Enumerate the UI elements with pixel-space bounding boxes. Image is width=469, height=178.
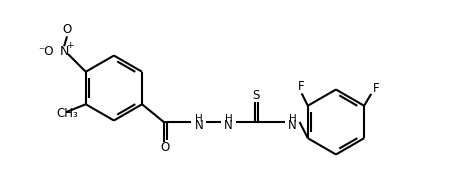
Text: H: H [195,114,203,124]
Text: N: N [60,45,69,58]
Text: O: O [62,23,72,36]
Text: ⁻O: ⁻O [38,45,54,58]
Text: O: O [160,141,169,154]
Text: +: + [66,41,74,50]
Text: N: N [224,119,233,132]
Text: F: F [298,80,305,93]
Text: N: N [195,119,204,132]
Text: F: F [373,82,379,95]
Text: H: H [289,114,296,124]
Text: S: S [252,89,260,102]
Text: CH₃: CH₃ [56,107,78,120]
Text: H: H [225,114,233,124]
Text: N: N [288,119,297,132]
